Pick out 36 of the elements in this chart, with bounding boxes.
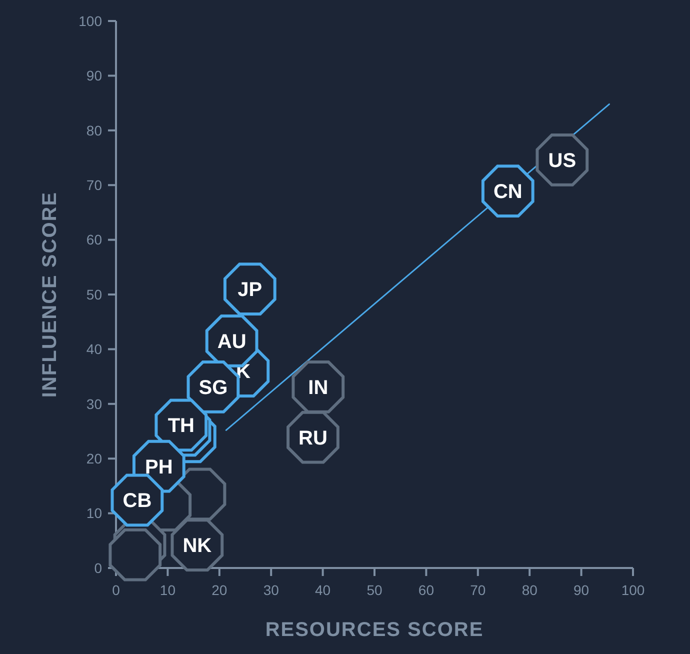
x-axis-title: RESOURCES SCORE bbox=[265, 619, 484, 641]
data-label: US bbox=[548, 150, 576, 172]
y-tick-label: 60 bbox=[86, 232, 102, 248]
y-tick-label: 90 bbox=[86, 68, 102, 84]
data-label: IN bbox=[308, 376, 328, 399]
x-tick-label: 70 bbox=[470, 582, 486, 598]
y-tick-label: 20 bbox=[86, 450, 102, 466]
y-axis-title: INFLUENCE SCORE bbox=[39, 191, 61, 398]
y-tick-label: 100 bbox=[78, 12, 102, 29]
x-tick-label: 30 bbox=[263, 582, 280, 598]
data-label: CB bbox=[122, 490, 152, 512]
x-tick-label: 40 bbox=[315, 582, 331, 598]
y-tick-label: 0 bbox=[94, 560, 102, 576]
data-label: AU bbox=[217, 330, 246, 353]
point bbox=[108, 528, 162, 582]
x-tick-label: 10 bbox=[160, 582, 176, 598]
y-tick-label: 80 bbox=[86, 122, 102, 138]
y-tick-label: 70 bbox=[86, 177, 102, 193]
x-tick-label: 50 bbox=[366, 582, 382, 598]
y-tick-label: 10 bbox=[86, 505, 102, 522]
x-tick-label: 20 bbox=[212, 582, 228, 598]
data-label: PH bbox=[145, 456, 173, 478]
x-tick-label: 0 bbox=[112, 582, 120, 598]
y-tick-label: 40 bbox=[86, 341, 102, 358]
x-tick-label: 80 bbox=[522, 582, 538, 598]
data-label: CN bbox=[493, 181, 522, 204]
data-label: JP bbox=[238, 279, 262, 302]
point bbox=[292, 360, 345, 414]
x-tick-label: 60 bbox=[418, 582, 434, 598]
data-label: RU bbox=[298, 427, 328, 450]
data-label: NK bbox=[182, 535, 212, 558]
x-tick-label: 100 bbox=[621, 582, 645, 598]
data-label: SG bbox=[198, 376, 228, 399]
x-tick-label: 90 bbox=[574, 582, 590, 598]
y-tick-label: 50 bbox=[86, 286, 102, 302]
y-tick-label: 30 bbox=[86, 396, 102, 412]
